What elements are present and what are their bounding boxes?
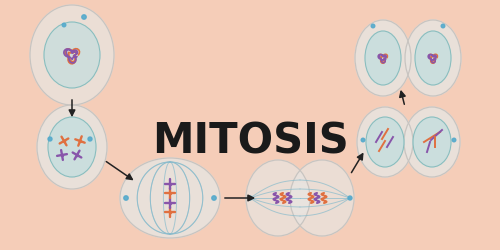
- Circle shape: [348, 196, 352, 200]
- Ellipse shape: [415, 31, 451, 85]
- Ellipse shape: [366, 117, 404, 167]
- Ellipse shape: [288, 183, 312, 213]
- Circle shape: [82, 15, 86, 19]
- Circle shape: [371, 24, 375, 28]
- Ellipse shape: [120, 158, 220, 238]
- Ellipse shape: [404, 107, 460, 177]
- Ellipse shape: [355, 20, 411, 96]
- Circle shape: [124, 196, 128, 200]
- Ellipse shape: [290, 160, 354, 236]
- Circle shape: [361, 138, 365, 142]
- Circle shape: [248, 196, 252, 200]
- Ellipse shape: [44, 22, 100, 88]
- Circle shape: [62, 23, 66, 27]
- Ellipse shape: [37, 105, 107, 189]
- Ellipse shape: [246, 160, 310, 236]
- Ellipse shape: [357, 107, 413, 177]
- Circle shape: [48, 137, 52, 141]
- Ellipse shape: [48, 117, 96, 177]
- Circle shape: [452, 138, 456, 142]
- Ellipse shape: [405, 20, 461, 96]
- Ellipse shape: [365, 31, 401, 85]
- Circle shape: [212, 196, 216, 200]
- Circle shape: [441, 24, 445, 28]
- Circle shape: [88, 137, 92, 141]
- Ellipse shape: [413, 117, 451, 167]
- Ellipse shape: [30, 5, 114, 105]
- Text: MITOSIS: MITOSIS: [152, 121, 348, 163]
